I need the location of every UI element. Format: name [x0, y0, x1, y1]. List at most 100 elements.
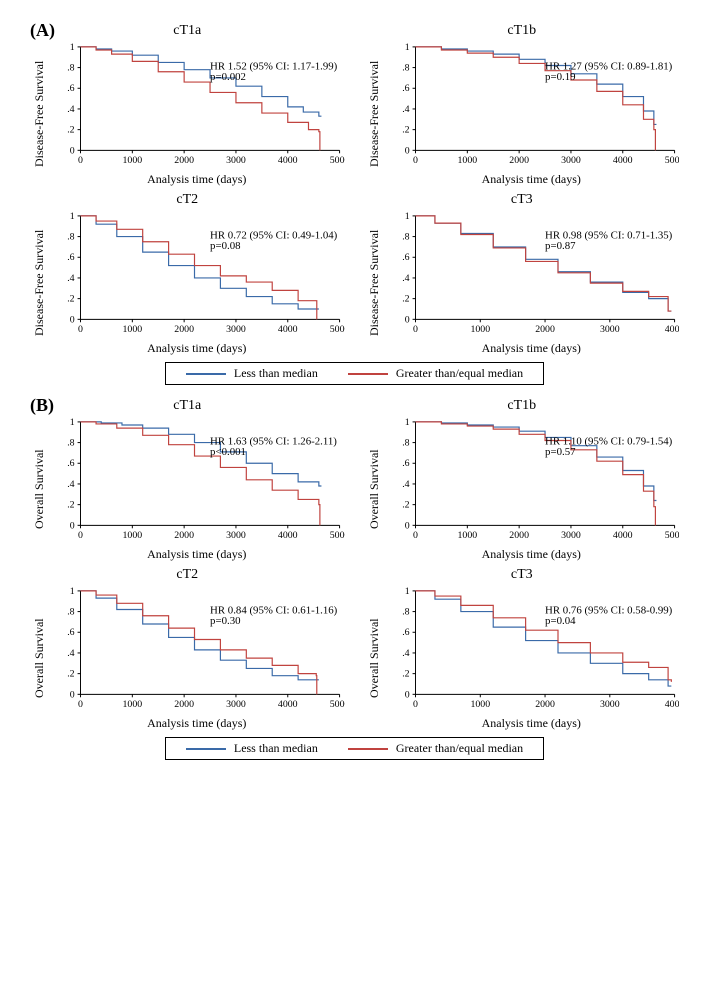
svg-text:3000: 3000 — [226, 530, 246, 541]
svg-text:.2: .2 — [67, 294, 74, 305]
svg-text:.6: .6 — [402, 627, 409, 638]
hr-text-line2: p=0.08 — [210, 240, 240, 252]
svg-text:0: 0 — [78, 324, 83, 335]
svg-text:1000: 1000 — [457, 530, 477, 541]
svg-text:.8: .8 — [402, 438, 409, 449]
legend: Less than median Greater than/equal medi… — [165, 362, 544, 385]
km-panel: cT1a Overall Survival 0.2.4.6.81 0100020… — [30, 398, 345, 562]
svg-text:.8: .8 — [67, 232, 74, 243]
hr-text-line2: p=0.04 — [545, 615, 576, 627]
km-chart: 0.2.4.6.81 01000200030004000 HR 0.98 (95… — [384, 210, 680, 340]
svg-text:3000: 3000 — [226, 324, 246, 335]
section-B: (B) cT1a Overall Survival 0.2.4.6.81 010… — [30, 395, 679, 760]
y-axis-label: Overall Survival — [30, 416, 49, 562]
svg-text:.6: .6 — [402, 83, 409, 94]
svg-text:2000: 2000 — [174, 699, 194, 710]
svg-text:1: 1 — [70, 211, 75, 222]
y-axis-label: Overall Survival — [30, 585, 49, 731]
km-chart: 0.2.4.6.81 010002000300040005000 HR 1.27… — [384, 41, 680, 171]
km-panel: cT1a Disease-Free Survival 0.2.4.6.81 01… — [30, 23, 345, 187]
svg-text:0: 0 — [413, 530, 418, 541]
km-chart: 0.2.4.6.81 010002000300040005000 HR 0.72… — [49, 210, 345, 340]
x-axis-label: Analysis time (days) — [384, 716, 680, 731]
panel-title: cT3 — [365, 567, 680, 583]
svg-text:5000: 5000 — [330, 155, 345, 166]
legend-label-2: Greater than/equal median — [396, 741, 523, 756]
svg-text:1000: 1000 — [122, 699, 142, 710]
legend-swatch-1 — [186, 373, 226, 375]
svg-text:5000: 5000 — [330, 699, 345, 710]
svg-text:0: 0 — [404, 520, 409, 531]
km-chart: 0.2.4.6.81 010002000300040005000 HR 1.52… — [49, 41, 345, 171]
panel-title: cT1b — [365, 23, 680, 39]
svg-text:5000: 5000 — [664, 155, 679, 166]
svg-text:4000: 4000 — [612, 530, 632, 541]
y-axis-label: Disease-Free Survival — [30, 41, 49, 187]
legend-item-1: Less than median — [186, 741, 318, 756]
svg-text:.4: .4 — [67, 479, 74, 490]
panel-title: cT2 — [30, 192, 345, 208]
legend-item-1: Less than median — [186, 366, 318, 381]
series-less-than-median — [81, 422, 322, 486]
svg-text:3000: 3000 — [561, 155, 581, 166]
panel-title: cT3 — [365, 192, 680, 208]
svg-text:2000: 2000 — [535, 699, 555, 710]
svg-text:5000: 5000 — [330, 530, 345, 541]
svg-text:.2: .2 — [67, 500, 74, 511]
y-axis-label: Disease-Free Survival — [365, 41, 384, 187]
hr-text-line2: p=0.19 — [545, 71, 575, 83]
svg-text:1: 1 — [404, 586, 409, 597]
svg-text:4000: 4000 — [278, 155, 298, 166]
svg-text:2000: 2000 — [174, 530, 194, 541]
svg-text:.4: .4 — [402, 104, 409, 115]
svg-text:1000: 1000 — [122, 155, 142, 166]
svg-text:0: 0 — [78, 155, 83, 166]
legend-item-2: Greater than/equal median — [348, 741, 523, 756]
hr-text-line2: p=0.30 — [210, 615, 240, 627]
svg-text:4000: 4000 — [664, 324, 679, 335]
legend-swatch-2 — [348, 748, 388, 750]
svg-text:1: 1 — [70, 586, 75, 597]
svg-text:0: 0 — [413, 699, 418, 710]
km-panel: cT3 Overall Survival 0.2.4.6.81 01000200… — [365, 567, 680, 731]
svg-text:1: 1 — [70, 417, 75, 428]
svg-text:2000: 2000 — [174, 324, 194, 335]
panel-title: cT1a — [30, 23, 345, 39]
svg-text:.8: .8 — [402, 607, 409, 618]
svg-text:1000: 1000 — [122, 530, 142, 541]
svg-text:.4: .4 — [402, 648, 409, 659]
svg-text:.8: .8 — [402, 232, 409, 243]
svg-text:.2: .2 — [402, 294, 409, 305]
panel-title: cT2 — [30, 567, 345, 583]
svg-text:.8: .8 — [67, 607, 74, 618]
km-panel: cT3 Disease-Free Survival 0.2.4.6.81 010… — [365, 192, 680, 356]
legend-swatch-1 — [186, 748, 226, 750]
svg-text:.4: .4 — [67, 104, 74, 115]
svg-text:.2: .2 — [67, 669, 74, 680]
svg-text:.2: .2 — [402, 125, 409, 136]
svg-text:5000: 5000 — [664, 530, 679, 541]
legend-swatch-2 — [348, 373, 388, 375]
svg-text:4000: 4000 — [278, 699, 298, 710]
y-axis-label: Disease-Free Survival — [30, 210, 49, 356]
km-chart: 0.2.4.6.81 01000200030004000 HR 0.76 (95… — [384, 585, 680, 715]
km-panel: cT1b Overall Survival 0.2.4.6.81 0100020… — [365, 398, 680, 562]
x-axis-label: Analysis time (days) — [384, 172, 680, 187]
svg-text:1000: 1000 — [470, 324, 490, 335]
svg-text:3000: 3000 — [226, 155, 246, 166]
x-axis-label: Analysis time (days) — [384, 547, 680, 562]
km-panel: cT2 Overall Survival 0.2.4.6.81 01000200… — [30, 567, 345, 731]
series-less-than-median — [415, 47, 656, 125]
hr-text-line2: p=0.57 — [545, 446, 576, 458]
svg-text:1: 1 — [404, 42, 409, 53]
svg-text:0: 0 — [413, 155, 418, 166]
svg-text:3000: 3000 — [561, 530, 581, 541]
svg-text:.6: .6 — [67, 252, 74, 263]
svg-text:.4: .4 — [67, 648, 74, 659]
svg-text:.6: .6 — [402, 458, 409, 469]
svg-text:.2: .2 — [402, 500, 409, 511]
svg-text:4000: 4000 — [278, 324, 298, 335]
km-chart: 0.2.4.6.81 010002000300040005000 HR 1.10… — [384, 416, 680, 546]
panel-title: cT1a — [30, 398, 345, 414]
y-axis-label: Disease-Free Survival — [365, 210, 384, 356]
